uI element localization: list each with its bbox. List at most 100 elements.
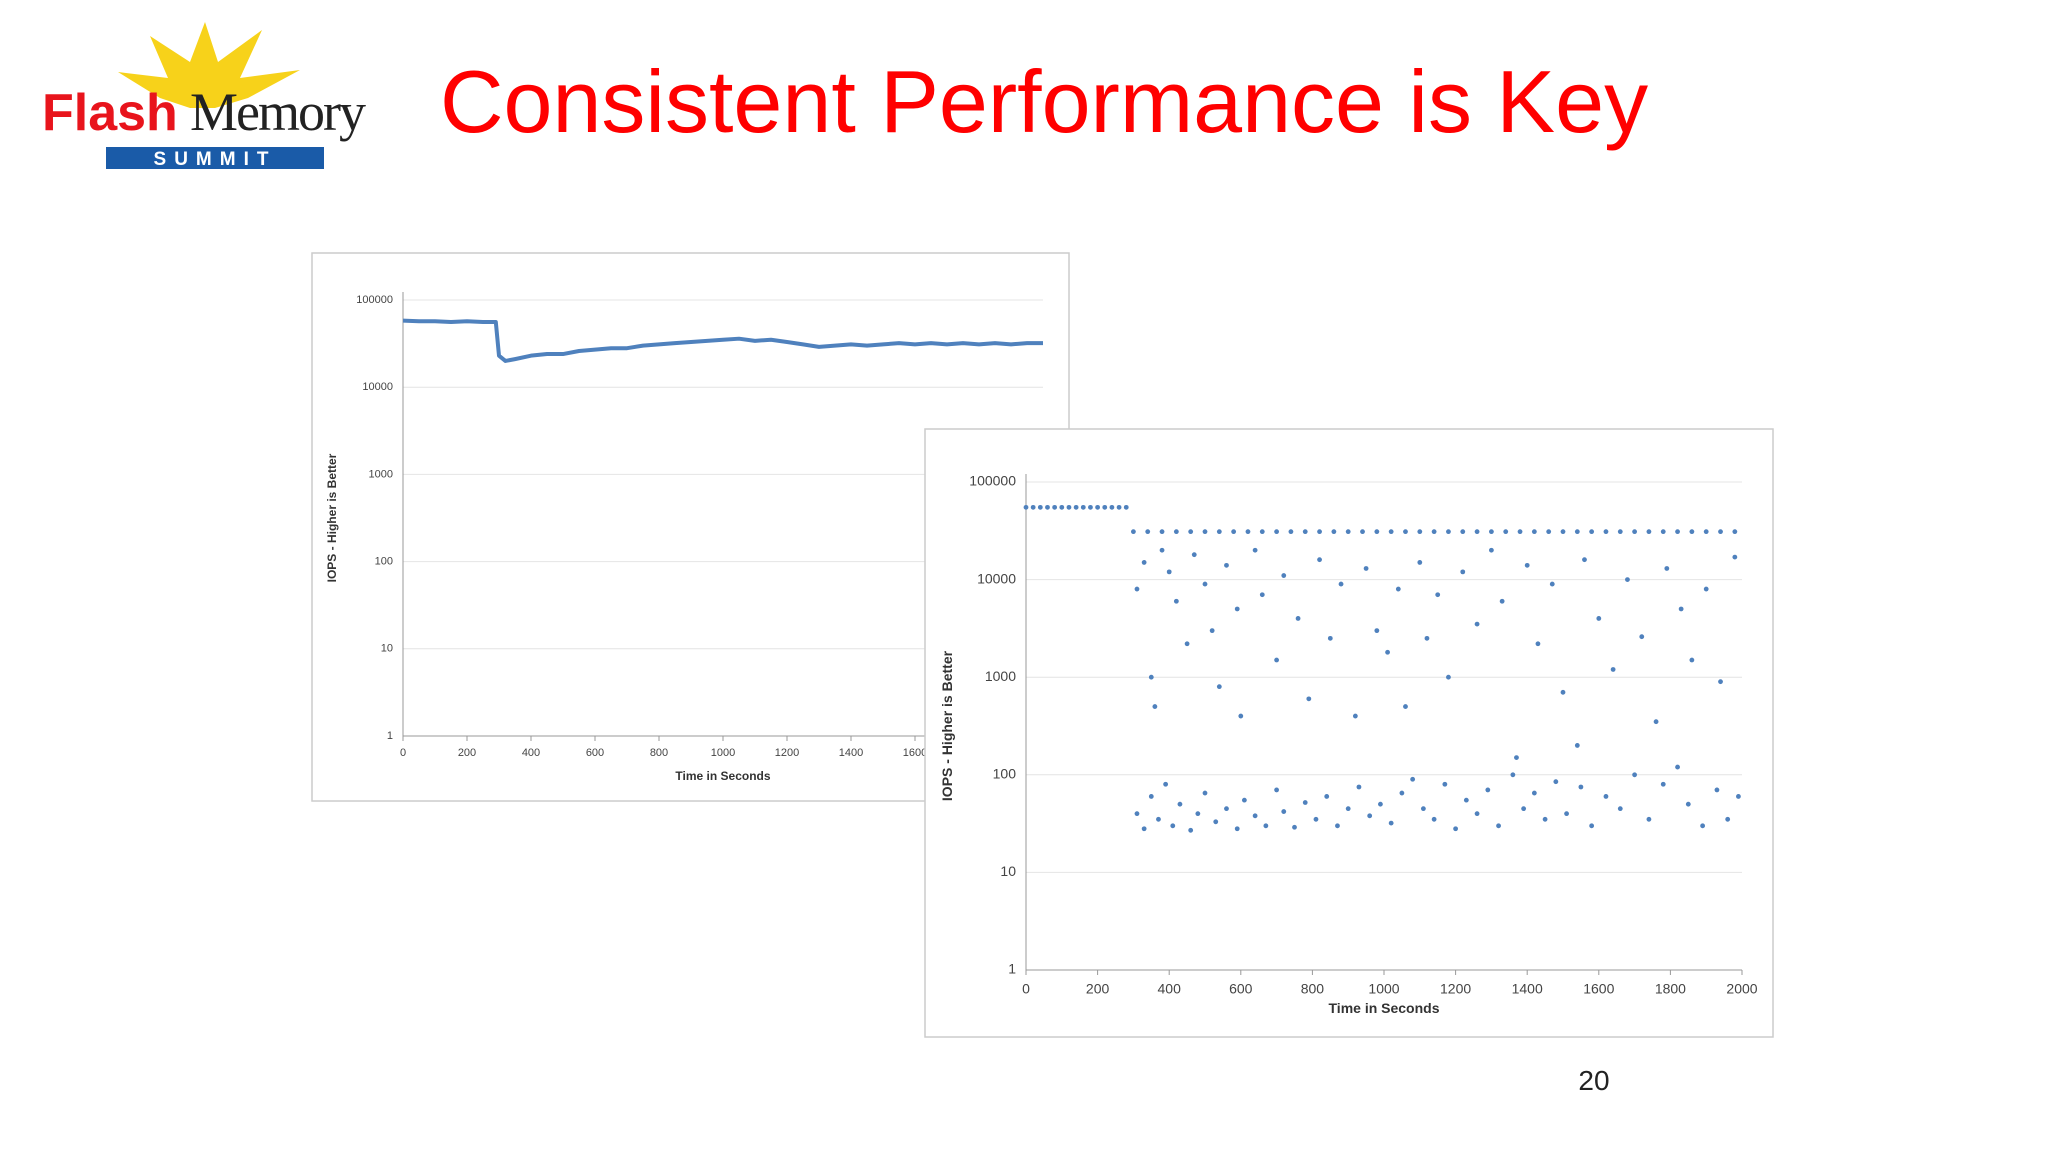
x-tick-label: 400 [522, 747, 540, 759]
x-tick-label: 1400 [1512, 981, 1543, 997]
data-point [1238, 713, 1244, 719]
data-point [1123, 504, 1129, 510]
x-tick-label: 1000 [1368, 981, 1399, 997]
data-point [1689, 529, 1695, 535]
data-point [1617, 806, 1623, 812]
data-point [1460, 529, 1466, 535]
data-point [1327, 635, 1333, 641]
data-point [1474, 529, 1480, 535]
data-point [1625, 577, 1630, 582]
data-point [1603, 529, 1609, 535]
data-point [1431, 816, 1437, 822]
data-point [1052, 504, 1058, 510]
logo: Flash Memory SUMMIT [42, 22, 368, 170]
data-point [1574, 529, 1580, 535]
data-point [1546, 529, 1552, 535]
data-point [1324, 794, 1330, 799]
data-point [1718, 529, 1723, 535]
x-tick-label: 800 [1301, 981, 1325, 997]
x-tick-label: 600 [1229, 981, 1253, 997]
data-point [1363, 566, 1369, 571]
data-point [1066, 504, 1072, 510]
data-point [1045, 504, 1050, 510]
x-tick-label: 200 [1086, 981, 1110, 997]
data-point [1352, 713, 1358, 719]
data-point [1510, 772, 1516, 778]
data-point [1245, 529, 1251, 535]
data-point [1209, 628, 1215, 634]
data-point [1442, 781, 1448, 787]
data-point [1489, 547, 1494, 553]
data-point [1345, 529, 1351, 535]
data-point [1134, 811, 1140, 817]
data-point [1560, 529, 1566, 535]
data-point [1460, 569, 1466, 575]
data-point [1660, 781, 1666, 787]
logo-bar [106, 147, 324, 169]
y-tick-label: 10 [381, 643, 393, 655]
data-point [1166, 569, 1172, 575]
data-point [1578, 784, 1584, 790]
data-point [1306, 696, 1312, 702]
data-point [1252, 547, 1258, 553]
data-point [1646, 816, 1652, 822]
data-point [1281, 573, 1287, 578]
data-point [1288, 529, 1294, 535]
data-point [1589, 823, 1595, 829]
data-point [1582, 557, 1587, 563]
data-point [1131, 529, 1136, 535]
y-tick-label: 10 [1000, 863, 1016, 879]
data-point [1378, 801, 1383, 807]
data-point [1496, 823, 1501, 829]
data-point [1134, 586, 1140, 592]
data-point [1553, 779, 1559, 785]
data-point [1274, 529, 1279, 535]
data-point [1531, 529, 1537, 535]
x-tick-label: 1600 [903, 747, 927, 759]
data-point [1732, 529, 1738, 535]
data-point [1345, 806, 1351, 812]
data-point [1403, 704, 1408, 709]
data-point [1109, 504, 1115, 510]
data-point [1188, 827, 1194, 833]
data-point [1263, 823, 1269, 829]
data-point [1514, 755, 1519, 761]
logo-star [118, 22, 300, 108]
data-point [1424, 635, 1430, 641]
x-tick-label: 200 [458, 747, 476, 759]
data-point [1224, 562, 1229, 568]
data-point [1202, 581, 1208, 587]
data-point [1524, 562, 1530, 568]
data-point [1714, 787, 1720, 793]
data-point [1216, 684, 1222, 690]
data-point [1360, 529, 1365, 535]
data-point [1367, 813, 1373, 819]
data-point [1403, 529, 1408, 535]
data-point [1453, 826, 1458, 832]
data-point [1685, 801, 1691, 807]
data-point [1163, 781, 1169, 787]
data-line [402, 318, 1043, 363]
data-point [1700, 823, 1706, 829]
y-axis-label: IOPS - Higher is Better [325, 453, 339, 582]
data-point [1703, 529, 1709, 535]
data-point [1141, 826, 1147, 832]
data-point [1420, 806, 1426, 812]
data-point [1564, 811, 1569, 817]
data-point [1335, 823, 1340, 829]
x-tick-label: 1200 [1440, 981, 1471, 997]
data-point [1173, 598, 1179, 604]
data-point [1410, 776, 1416, 782]
y-tick-label: 100000 [356, 294, 393, 306]
data-point [1234, 826, 1240, 832]
data-point [1259, 529, 1265, 535]
data-point [1274, 657, 1279, 663]
data-point [1689, 657, 1695, 663]
data-point [1102, 504, 1108, 510]
x-tick-label: 1400 [839, 747, 863, 759]
data-point [1503, 529, 1509, 535]
y-tick-label: 1 [387, 730, 393, 742]
data-point [1241, 797, 1247, 803]
